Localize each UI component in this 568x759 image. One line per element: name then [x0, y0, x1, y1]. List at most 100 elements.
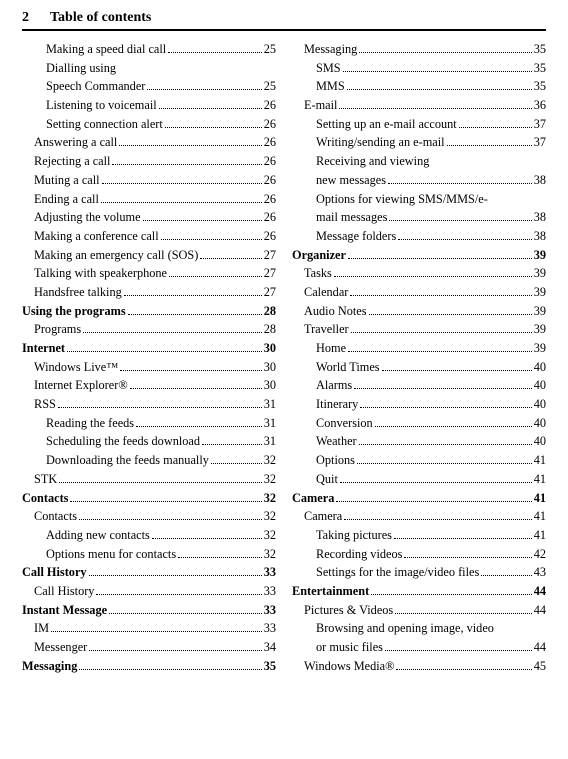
toc-entry: MMS35 [292, 77, 546, 96]
toc-leader-dots [101, 202, 262, 203]
toc-entry: Weather40 [292, 432, 546, 451]
toc-page-number: 32 [264, 470, 276, 489]
toc-label: RSS [34, 395, 56, 414]
toc-page-number: 26 [264, 96, 276, 115]
toc-page-number: 40 [534, 414, 546, 433]
toc-leader-dots [348, 258, 532, 259]
toc-label: Itinerary [316, 395, 358, 414]
toc-label: Adding new contacts [46, 526, 150, 545]
toc-entry: IM 33 [22, 619, 276, 638]
toc-page-number: 35 [264, 657, 276, 676]
toc-label: Entertainment [292, 582, 369, 601]
toc-label: Instant Message [22, 601, 107, 620]
toc-leader-dots [102, 183, 262, 184]
toc-label: Options menu for contacts [46, 545, 176, 564]
toc-entry: Windows Live™30 [22, 358, 276, 377]
toc-label: Recording videos [316, 545, 402, 564]
toc-leader-dots [51, 631, 262, 632]
toc-page-number: 39 [534, 246, 546, 265]
toc-leader-dots [385, 650, 532, 651]
toc-entry: Contacts 32 [22, 507, 276, 526]
toc-leader-dots [359, 444, 532, 445]
toc-entry: Handsfree talking27 [22, 283, 276, 302]
toc-label: Messaging [304, 40, 357, 59]
toc-label: Using the programs [22, 302, 126, 321]
toc-label: Quit [316, 470, 338, 489]
toc-label: Setting connection alert [46, 115, 163, 134]
toc-entry: Messaging35 [22, 657, 276, 676]
toc-page-number: 27 [264, 246, 276, 265]
toc-entry: Taking pictures41 [292, 526, 546, 545]
toc-label: Home [316, 339, 346, 358]
toc-leader-dots [359, 52, 531, 53]
toc-entry: Making a speed dial call25 [22, 40, 276, 59]
toc-entry: Ending a call 26 [22, 190, 276, 209]
toc-entry: Instant Message33 [22, 601, 276, 620]
toc-label: Weather [316, 432, 357, 451]
header: 2 Table of contents [22, 10, 546, 31]
toc-label: Making a conference call [34, 227, 159, 246]
toc-label: Dialling using [46, 59, 116, 78]
toc-entry: Reading the feeds31 [22, 414, 276, 433]
toc-entry: World Times 40 [292, 358, 546, 377]
toc-label: World Times [316, 358, 380, 377]
toc-leader-dots [344, 519, 531, 520]
toc-label: new messages [316, 171, 386, 190]
toc-page-number: 37 [534, 133, 546, 152]
toc-label: Adjusting the volume [34, 208, 141, 227]
toc-entry: Making an emergency call (SOS)27 [22, 246, 276, 265]
toc-page-number: 43 [534, 563, 546, 582]
toc-page-number: 38 [534, 208, 546, 227]
toc-label: Ending a call [34, 190, 99, 209]
toc-leader-dots [136, 426, 262, 427]
toc-entry: Rejecting a call26 [22, 152, 276, 171]
toc-page-number: 40 [534, 358, 546, 377]
toc-page-number: 26 [264, 115, 276, 134]
toc-columns: Making a speed dial call25Dialling using… [22, 40, 546, 739]
toc-page-number: 41 [534, 507, 546, 526]
toc-label: Rejecting a call [34, 152, 110, 171]
toc-label: Contacts [34, 507, 77, 526]
toc-leader-dots [168, 52, 262, 53]
toc-page-number: 26 [264, 133, 276, 152]
toc-entry: STK32 [22, 470, 276, 489]
toc-leader-dots [447, 145, 532, 146]
toc-entry: SMS35 [292, 59, 546, 78]
toc-leader-dots [354, 388, 532, 389]
toc-page-number: 41 [534, 489, 546, 508]
toc-page-number: 33 [264, 619, 276, 638]
toc-leader-dots [119, 145, 261, 146]
toc-label: Browsing and opening image, video [316, 619, 494, 638]
toc-page-number: 25 [264, 40, 276, 59]
toc-label: Writing/sending an e-mail [316, 133, 445, 152]
toc-page-number: 26 [264, 208, 276, 227]
toc-leader-dots [360, 407, 531, 408]
toc-page-number: 26 [264, 190, 276, 209]
toc-label: Contacts [22, 489, 68, 508]
toc-leader-dots [178, 557, 262, 558]
toc-column-left: Making a speed dial call25Dialling using… [22, 40, 276, 739]
toc-label: Conversion [316, 414, 373, 433]
toc-page-number: 28 [264, 320, 276, 339]
toc-entry: Browsing and opening image, video [292, 619, 546, 638]
toc-page-number: 44 [534, 601, 546, 620]
toc-entry: Writing/sending an e-mail 37 [292, 133, 546, 152]
toc-label: Traveller [304, 320, 349, 339]
toc-entry: Calendar39 [292, 283, 546, 302]
toc-label: Tasks [304, 264, 332, 283]
toc-entry: Tasks39 [292, 264, 546, 283]
toc-label: Speech Commander [46, 77, 145, 96]
toc-label: Calendar [304, 283, 348, 302]
toc-entry: Options menu for contacts 32 [22, 545, 276, 564]
toc-entry: Quit 41 [292, 470, 546, 489]
toc-column-right: Messaging35SMS35MMS35E-mail36Setting up … [292, 40, 546, 739]
toc-page-number: 42 [534, 545, 546, 564]
toc-page-number: 32 [264, 507, 276, 526]
toc-entry: Messenger34 [22, 638, 276, 657]
toc-page-number: 27 [264, 264, 276, 283]
toc-page-number: 32 [264, 545, 276, 564]
toc-label: IM [34, 619, 49, 638]
toc-page-number: 35 [534, 59, 546, 78]
toc-page-number: 41 [534, 470, 546, 489]
toc-label: Organizer [292, 246, 346, 265]
